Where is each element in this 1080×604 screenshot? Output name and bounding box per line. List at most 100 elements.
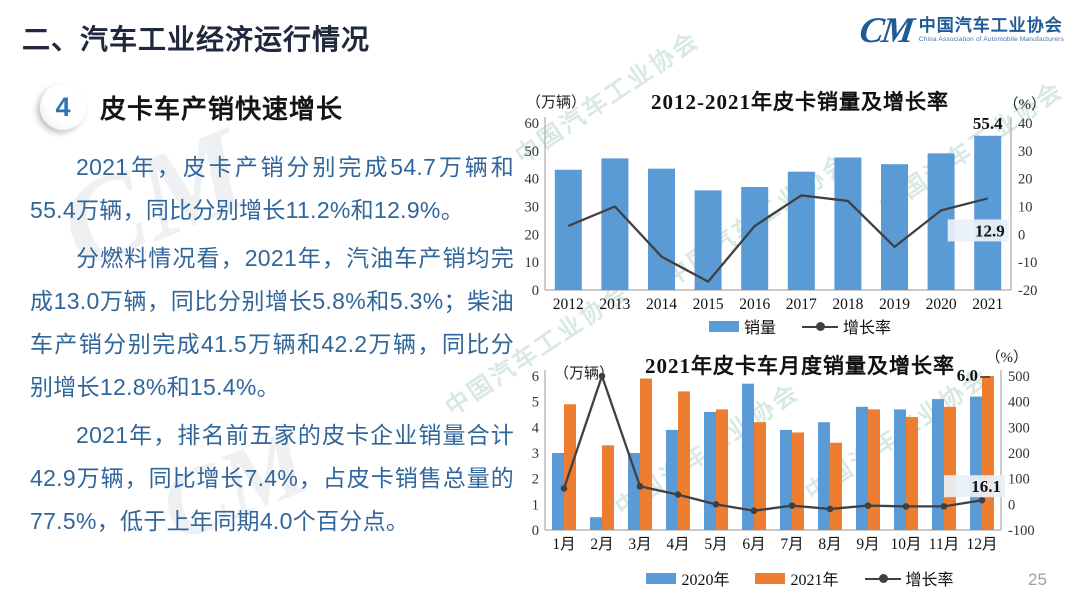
line-marker xyxy=(674,491,682,498)
right-tick-label: 0 xyxy=(1018,227,1025,243)
topic-number-badge: 4 xyxy=(40,84,86,130)
bar xyxy=(742,383,754,530)
line-marker xyxy=(978,496,986,504)
left-tick-label: 50 xyxy=(525,144,540,160)
bar xyxy=(894,409,906,530)
chart-monthly-sales: （万辆） 2021年皮卡车月度销量及增长率 （%） 0 1 2 3 4 5 6 -100 0 10… xyxy=(520,340,1080,596)
right-tick-label: -100 xyxy=(1008,523,1035,539)
left-tick-label: 6 xyxy=(532,369,539,385)
org-name-cn: 中国汽车工业协会 xyxy=(918,16,1063,36)
bar xyxy=(982,376,994,530)
right-tick-label: -20 xyxy=(1018,283,1037,299)
x-tick-label: 2013 xyxy=(599,296,630,313)
right-tick-label: 20 xyxy=(1018,172,1033,188)
line-marker xyxy=(826,505,834,513)
left-tick-label: 60 xyxy=(525,116,540,132)
right-tick-label: 200 xyxy=(1008,446,1030,462)
page-title: 二、汽车工业经济运行情况 xyxy=(22,24,371,55)
bar xyxy=(678,391,690,530)
bar xyxy=(818,422,830,530)
line-marker xyxy=(712,501,720,508)
legend-label: 销量 xyxy=(743,320,776,337)
left-tick-label: 5 xyxy=(532,395,539,411)
bar xyxy=(640,378,652,530)
legend-item: 增长率 xyxy=(802,314,891,338)
right-tick-label: -10 xyxy=(1018,255,1037,271)
chart-annual-plot: 0 10 20 30 40 50 60 -20 -10 0 10 20 30 40 2012 2013 2014… xyxy=(525,114,1038,313)
right-tick-label: 30 xyxy=(1018,144,1033,160)
axis-unit-left: （万辆） xyxy=(526,95,587,111)
x-tick-label: 2019 xyxy=(879,296,910,313)
right-tick-label: 500 xyxy=(1008,369,1030,385)
x-tick-label: 2018 xyxy=(832,296,863,313)
x-tick-label: 12月 xyxy=(966,536,997,553)
chart-annual-sales: （万辆） 2012-2021年皮卡销量及增长率 （%） 0 10 20 30 40 50 6… xyxy=(520,84,1080,342)
bar xyxy=(944,406,956,530)
paragraph-1: 2021年，皮卡产销分别完成54.7万辆和55.4万辆，同比分别增长11.2%和… xyxy=(30,154,514,223)
x-tick-label: 2021 xyxy=(972,296,1003,313)
paragraph-3: 2021年，排名前五家的皮卡企业销量合计42.9万辆，同比增长7.4%，占皮卡销… xyxy=(30,422,514,534)
line-marker xyxy=(560,485,568,492)
x-tick-label: 2017 xyxy=(786,296,817,313)
body-text: 2021年，皮卡产销分别完成54.7万辆和55.4万辆，同比分别增长11.2%和… xyxy=(30,146,514,548)
x-tick-label: 4月 xyxy=(666,536,689,553)
x-tick-label: 3月 xyxy=(628,536,651,553)
bar xyxy=(881,164,908,290)
growth-line xyxy=(562,374,983,512)
x-tick-label: 2020 xyxy=(926,296,957,313)
chart-legend: 销量 增长率 xyxy=(520,314,1080,338)
bar xyxy=(856,406,868,530)
bar xyxy=(704,411,716,530)
x-tick-label: 10月 xyxy=(890,536,921,553)
left-tick-label: 40 xyxy=(525,172,540,188)
org-logo-text: 中国汽车工业协会 China Association of Automobile… xyxy=(919,16,1064,43)
left-tick-label: 10 xyxy=(525,255,540,271)
line-marker xyxy=(864,502,872,509)
legend-label: 2021年 xyxy=(790,572,839,589)
page-number: 25 xyxy=(1028,570,1047,589)
topic-title: 皮卡车产销快速增长 xyxy=(100,93,344,124)
bar xyxy=(868,409,880,530)
left-tick-label: 0 xyxy=(532,283,539,299)
legend-label: 增长率 xyxy=(843,320,892,337)
legend-item: 2020年 xyxy=(646,566,729,590)
topic-row: 4 皮卡车产销快速增长 xyxy=(40,84,343,130)
bar xyxy=(834,157,862,290)
legend-label: 增长率 xyxy=(905,572,954,589)
legend-swatch-bar xyxy=(708,320,739,332)
bar xyxy=(974,135,1002,290)
right-tick-label: 100 xyxy=(1008,472,1030,488)
legend-item: 增长率 xyxy=(864,566,954,590)
legend-item: 销量 xyxy=(708,314,776,338)
data-label: 55.4 xyxy=(973,114,1003,133)
right-tick-label: 40 xyxy=(1018,116,1033,132)
label-box xyxy=(944,475,1005,498)
bar xyxy=(554,169,582,290)
bar xyxy=(970,396,982,530)
bar xyxy=(552,453,564,530)
bar xyxy=(932,399,944,530)
bar xyxy=(648,168,675,290)
bar xyxy=(792,432,804,530)
x-tick-label: 1月 xyxy=(552,536,575,553)
paragraph-2: 分燃料情况看，2021年，汽油车产销均完成13.0万辆，同比分别增长5.8%和5… xyxy=(30,245,514,400)
bar xyxy=(754,422,766,530)
chart-legend: 2020年 2021年 增长率 xyxy=(520,566,1080,590)
org-name-en: China Association of Automobile Manufact… xyxy=(918,36,1064,44)
legend-swatch-bar xyxy=(755,572,786,584)
x-tick-label: 6月 xyxy=(742,536,765,553)
bar xyxy=(602,445,614,530)
bar xyxy=(601,158,629,290)
left-tick-label: 3 xyxy=(532,446,539,462)
topic-number: 4 xyxy=(55,91,71,122)
bar xyxy=(666,429,678,530)
right-tick-label: 0 xyxy=(1008,497,1015,513)
chart-title: 2012-2021年皮卡销量及增长率 xyxy=(651,90,949,114)
x-tick-label: 8月 xyxy=(818,536,841,553)
growth-line xyxy=(567,194,988,283)
x-tick-label: 11月 xyxy=(929,536,959,553)
left-tick-label: 1 xyxy=(532,497,539,513)
line-marker xyxy=(750,507,758,515)
bar xyxy=(716,409,728,530)
